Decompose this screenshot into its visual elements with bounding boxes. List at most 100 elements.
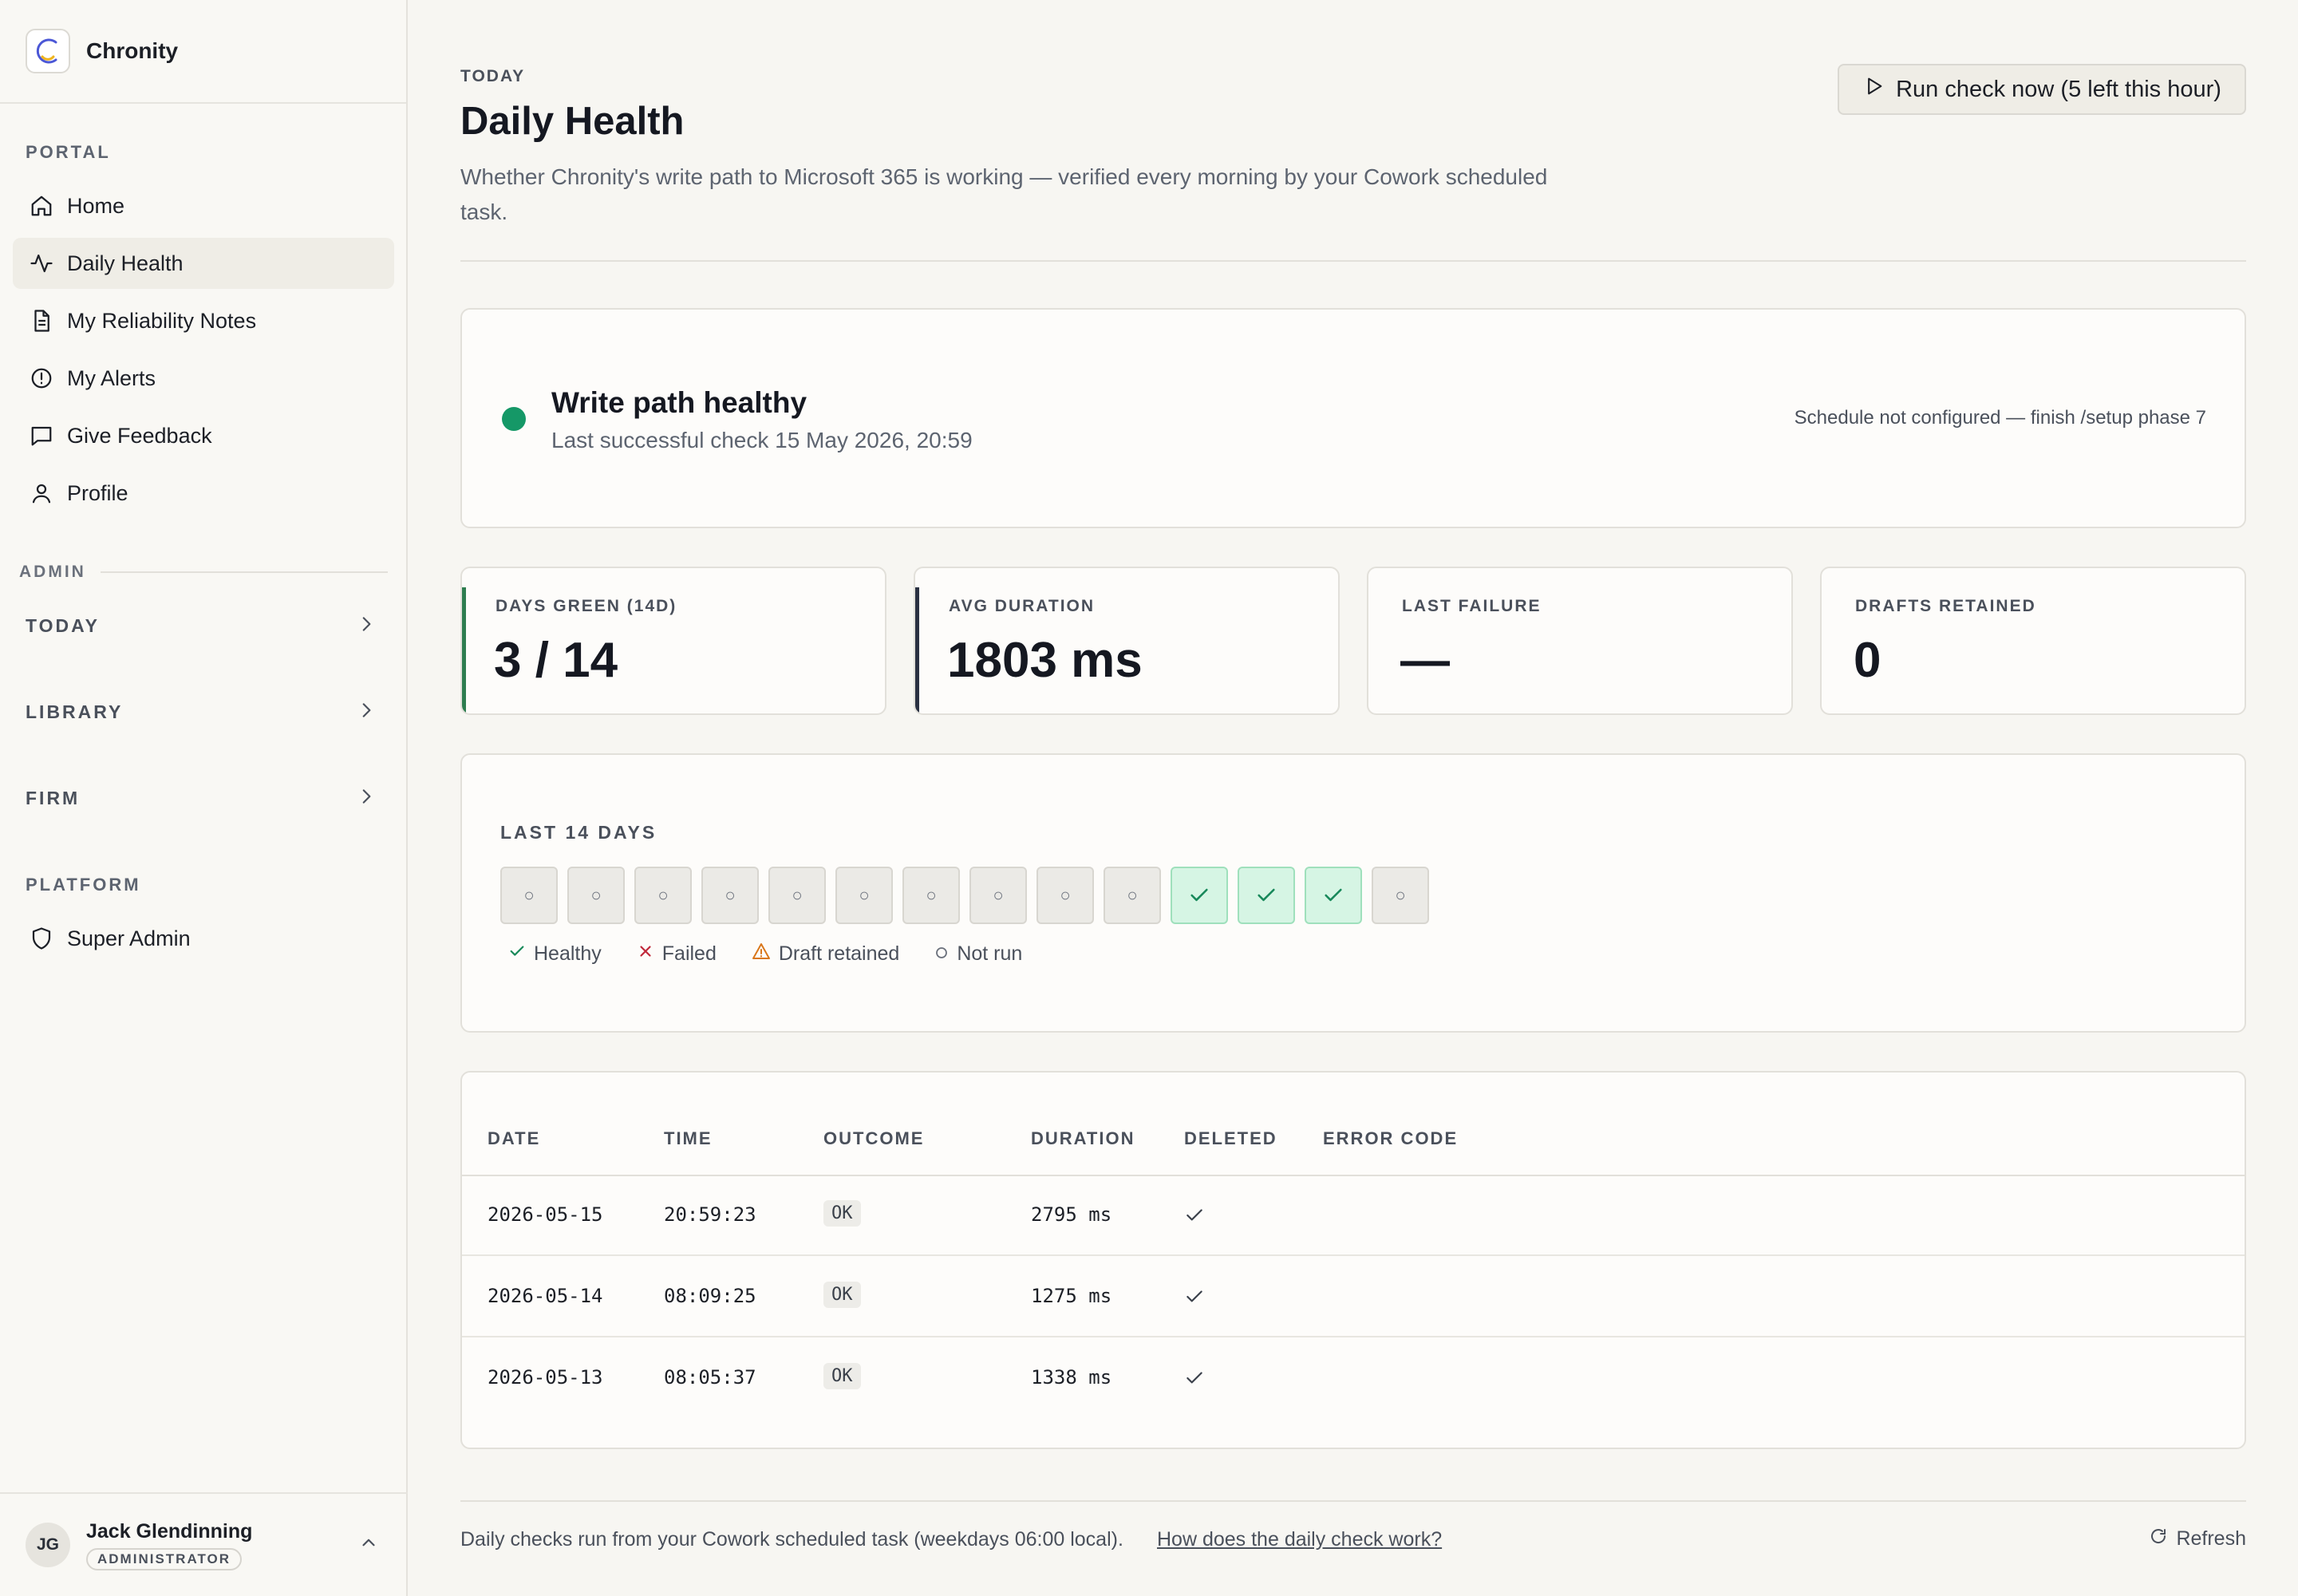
how-it-works-link[interactable]: How does the daily check work? — [1157, 1528, 1443, 1551]
shield-icon — [29, 926, 54, 951]
section-label-admin: ADMIN — [19, 563, 86, 581]
message-icon — [29, 423, 54, 448]
check-icon — [508, 942, 526, 966]
stat-caption: DRAFTS RETAINED — [1855, 597, 2036, 615]
stat-value: — — [1400, 633, 1450, 688]
cell-date: 2026-05-15 — [488, 1203, 603, 1226]
sidebar-item-feedback[interactable]: Give Feedback — [13, 410, 394, 461]
table-row[interactable]: 2026-05-13 08:05:37 OK 1338 ms — [462, 1339, 2245, 1419]
check-icon — [1184, 1368, 1205, 1393]
check-icon — [1258, 888, 1275, 902]
refresh-button[interactable]: Refresh — [2141, 1527, 2246, 1551]
brand[interactable]: Chronity — [0, 0, 406, 104]
play-icon — [1862, 75, 1885, 104]
sidebar-item-daily-health[interactable]: Daily Health — [13, 238, 394, 289]
not-run-glyph: ○ — [792, 885, 803, 905]
not-run-glyph: ○ — [1395, 885, 1406, 905]
stat-card-avg-duration: AVG DURATION 1803 ms — [914, 567, 1340, 715]
stat-accent-bar — [462, 587, 466, 713]
run-check-button[interactable]: Run check now (5 left this hour) — [1838, 64, 2246, 115]
day-cell-not-run[interactable]: ○ — [1372, 867, 1429, 924]
legend-label: Healthy — [534, 942, 602, 965]
refresh-label: Refresh — [2176, 1527, 2246, 1550]
section-label-portal: PORTAL — [26, 142, 111, 162]
day-cell-not-run[interactable]: ○ — [902, 867, 960, 924]
stat-caption: LAST FAILURE — [1402, 597, 1542, 615]
stat-value: 3 / 14 — [494, 633, 618, 688]
day-cell-not-run[interactable]: ○ — [1036, 867, 1094, 924]
home-icon — [29, 193, 54, 219]
status-subtitle: Last successful check 15 May 2026, 20:59 — [551, 428, 973, 452]
day-cell-not-run[interactable]: ○ — [634, 867, 692, 924]
x-icon — [637, 942, 654, 966]
user-info: Jack Glendinning ADMINISTRATOR — [86, 1520, 252, 1570]
sidebar-group-today[interactable]: TODAY — [13, 600, 394, 651]
sidebar-item-profile[interactable]: Profile — [13, 468, 394, 519]
day-cell-not-run[interactable]: ○ — [500, 867, 558, 924]
cell-duration: 2795 ms — [1031, 1203, 1112, 1226]
day-cell-not-run[interactable]: ○ — [701, 867, 759, 924]
sidebar-item-label: Profile — [67, 480, 128, 505]
day-cell-healthy[interactable] — [1171, 867, 1228, 924]
divider — [100, 571, 388, 573]
cell-date: 2026-05-13 — [488, 1366, 603, 1389]
chevron-right-icon — [356, 700, 377, 725]
schedule-note: Schedule not configured — finish /setup … — [1794, 407, 2206, 429]
user-icon — [29, 480, 54, 506]
alert-circle-icon — [29, 365, 54, 391]
avatar: JG — [26, 1523, 70, 1567]
sidebar-item-label: Daily Health — [67, 251, 184, 275]
cell-duration: 1338 ms — [1031, 1366, 1112, 1389]
group-label: LIBRARY — [26, 701, 124, 722]
check-icon — [1184, 1205, 1205, 1230]
chevron-up-icon[interactable] — [358, 1532, 379, 1557]
day-cell-not-run[interactable]: ○ — [969, 867, 1027, 924]
run-check-label: Run check now (5 left this hour) — [1896, 76, 2221, 102]
check-icon — [1184, 1286, 1205, 1311]
check-icon — [1325, 888, 1342, 902]
outcome-badge: OK — [823, 1200, 861, 1227]
not-run-glyph: ○ — [590, 885, 602, 905]
footer-text: Daily checks run from your Cowork schedu… — [460, 1528, 1123, 1551]
sidebar-item-label: Give Feedback — [67, 423, 212, 448]
legend-label: Draft retained — [778, 942, 900, 965]
cell-duration: 1275 ms — [1031, 1285, 1112, 1307]
stat-caption: AVG DURATION — [949, 597, 1096, 615]
column-header-duration: DURATION — [1031, 1128, 1135, 1148]
stat-card-drafts-retained: DRAFTS RETAINED 0 — [1820, 567, 2246, 715]
sidebar-item-alerts[interactable]: My Alerts — [13, 353, 394, 404]
history-table: DATE TIME OUTCOME DURATION DELETED ERROR… — [460, 1071, 2246, 1449]
stat-card-last-failure: LAST FAILURE — — [1367, 567, 1793, 715]
day-cell-healthy[interactable] — [1305, 867, 1362, 924]
day-cell-not-run[interactable]: ○ — [768, 867, 826, 924]
status-indicator — [502, 407, 526, 431]
page-eyebrow: TODAY — [460, 67, 526, 85]
column-header-time: TIME — [664, 1128, 713, 1148]
circle-icon — [934, 942, 949, 966]
day-cell-not-run[interactable]: ○ — [1104, 867, 1161, 924]
sidebar-item-reliability-notes[interactable]: My Reliability Notes — [13, 295, 394, 346]
day-grid: ○ ○ ○ ○ ○ ○ ○ ○ ○ ○ ○ — [500, 867, 1429, 924]
not-run-glyph: ○ — [926, 885, 937, 905]
sidebar-item-super-admin[interactable]: Super Admin — [13, 913, 394, 964]
sidebar-item-home[interactable]: Home — [13, 180, 394, 231]
not-run-glyph: ○ — [993, 885, 1004, 905]
sidebar-group-firm[interactable]: FIRM — [13, 772, 394, 824]
column-header-outcome: OUTCOME — [823, 1128, 925, 1148]
sidebar-group-library[interactable]: LIBRARY — [13, 686, 394, 737]
day-cell-not-run[interactable]: ○ — [567, 867, 625, 924]
page-description: Whether Chronity's write path to Microso… — [460, 164, 1548, 224]
warning-icon — [752, 942, 771, 966]
stat-value: 1803 ms — [947, 633, 1143, 688]
table-row[interactable]: 2026-05-15 20:59:23 OK 2795 ms — [462, 1176, 2245, 1256]
table-row[interactable]: 2026-05-14 08:09:25 OK 1275 ms — [462, 1258, 2245, 1337]
user-name: Jack Glendinning — [86, 1519, 253, 1543]
stat-value: 0 — [1854, 633, 1881, 688]
chronity-logo-icon — [26, 29, 70, 73]
stat-caption: DAYS GREEN (14D) — [496, 597, 677, 615]
user-menu[interactable]: JG Jack Glendinning ADMINISTRATOR — [0, 1492, 408, 1596]
sidebar: Chronity PORTAL Home Daily Health My Rel… — [0, 0, 408, 1596]
document-icon — [29, 308, 54, 334]
day-cell-healthy[interactable] — [1238, 867, 1295, 924]
day-cell-not-run[interactable]: ○ — [835, 867, 893, 924]
